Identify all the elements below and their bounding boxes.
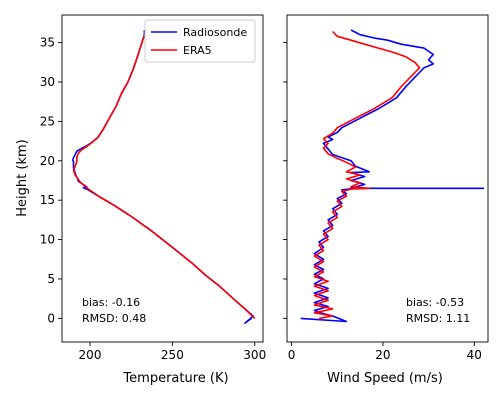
x-axis-label-temperature: Temperature (K)	[122, 371, 228, 386]
legend: Radiosonde ERA5	[144, 19, 256, 63]
series-line-radiosonde	[300, 29, 485, 323]
rmsd-text-temperature: RMSD: 0.48	[82, 312, 146, 325]
y-tick-label: 10	[40, 233, 55, 247]
x-tick-label: 0	[288, 348, 296, 362]
series-line-era5	[72, 31, 256, 319]
x-tick-label: 200	[79, 348, 102, 362]
bias-text-temperature: bias: -0.16	[82, 296, 140, 309]
axes-frame	[286, 14, 489, 343]
series-line-era5	[313, 30, 421, 320]
y-tick-label: 30	[40, 75, 55, 89]
y-tick-label: 5	[47, 272, 55, 286]
x-tick-label: 40	[467, 348, 482, 362]
x-axis-label-wind-speed: Wind Speed (m/s)	[327, 371, 443, 386]
y-axis-label: Height (km)	[15, 139, 30, 216]
temperature-panel: 200 250 300 0 5 10 15 20 25 30 35	[40, 14, 266, 362]
x-tick-label: 300	[243, 348, 266, 362]
x-tick-label: 250	[161, 348, 184, 362]
y-tick-label: 25	[40, 114, 55, 128]
legend-label-radiosonde: Radiosonde	[183, 26, 247, 39]
y-tick-label: 0	[47, 311, 55, 325]
x-tick-label: 20	[375, 348, 390, 362]
legend-label-era5: ERA5	[183, 44, 212, 57]
axes-frame	[61, 14, 264, 343]
rmsd-text-wind-speed: RMSD: 1.11	[406, 312, 470, 325]
y-tick-label: 15	[40, 193, 55, 207]
wind-speed-panel: 0 20 40	[283, 14, 489, 362]
series-line-radiosonde	[71, 30, 254, 324]
legend-box	[144, 19, 256, 63]
bias-text-wind-speed: bias: -0.53	[406, 296, 464, 309]
y-tick-label: 20	[40, 154, 55, 168]
y-tick-label: 35	[40, 36, 55, 50]
